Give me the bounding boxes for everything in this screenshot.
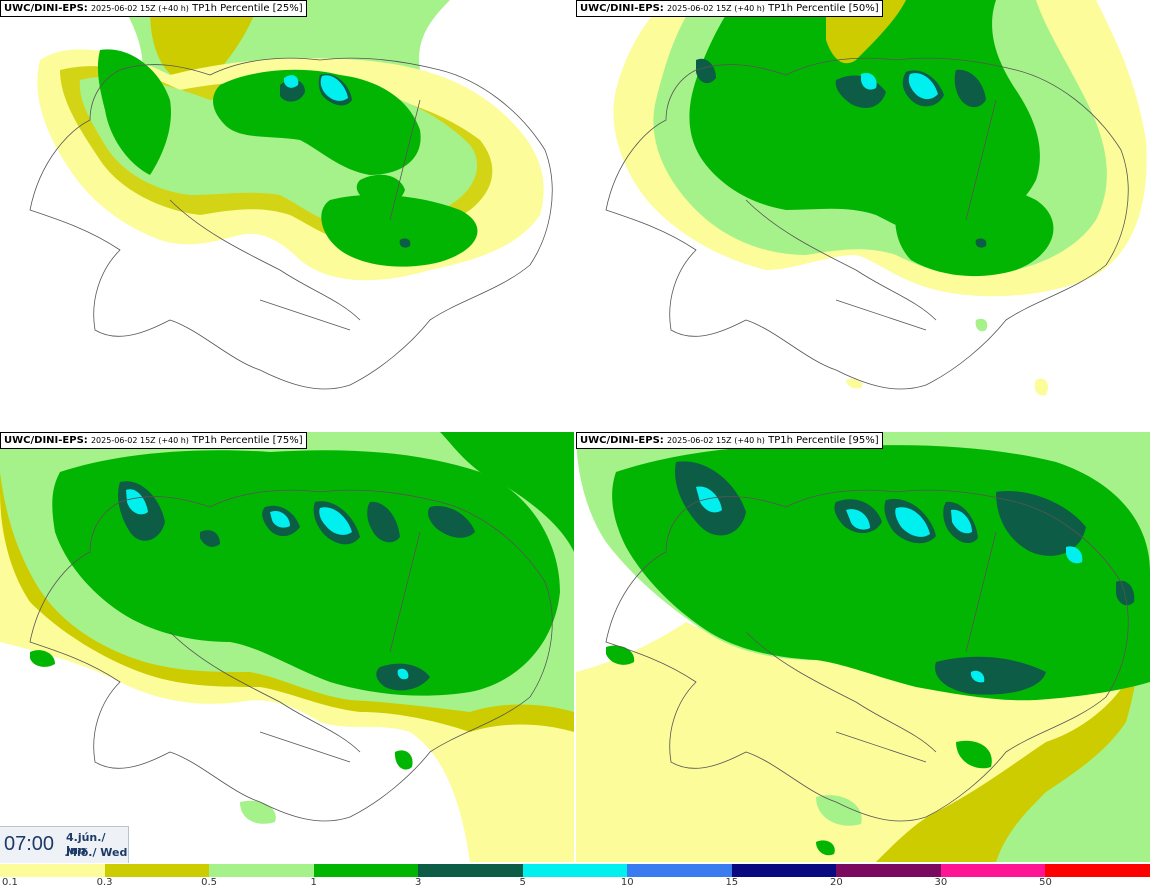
precip-map-p25 xyxy=(29,0,553,390)
legend-swatch xyxy=(313,864,419,877)
legend-tick-label: 15 xyxy=(725,877,739,888)
precip-map-p50 xyxy=(605,0,1147,396)
legend-color-bar xyxy=(0,864,1150,877)
valid-date: 4.jún./ Jun xyxy=(66,831,106,857)
legend-swatch xyxy=(627,864,732,877)
legend-swatch xyxy=(104,864,210,877)
valid-time: 07:00 xyxy=(4,833,55,855)
legend-tick-label: 20 xyxy=(829,877,843,888)
legend-tick-label: 0.3 xyxy=(96,877,113,888)
legend-tick-label: 3 xyxy=(414,877,422,888)
legend-swatch xyxy=(418,864,523,877)
legend-tick-label: 30 xyxy=(934,877,948,888)
legend-swatch xyxy=(0,864,105,877)
map-panel-p50: UWC/DINI-EPS: 2025-06-02 15Z (+40 h) TP1… xyxy=(576,0,1150,430)
legend-swatch xyxy=(522,864,628,877)
valid-time-box: 07:00 4.jún./ Jun Mið./ Wed xyxy=(0,826,129,863)
map-panel-p75: UWC/DINI-EPS: 2025-06-02 15Z (+40 h) TP1… xyxy=(0,432,574,862)
panel-divider-horizontal xyxy=(0,430,1150,432)
legend-swatch xyxy=(836,864,941,877)
valid-weekday: Mið./ Wed xyxy=(66,846,128,859)
legend-tick-label: 0.1 xyxy=(2,877,18,888)
legend-swatch xyxy=(731,864,837,877)
precip-map-p75 xyxy=(0,432,574,862)
panel-title: UWC/DINI-EPS: 2025-06-02 15Z (+40 h) TP1… xyxy=(576,432,883,449)
legend-swatch xyxy=(940,864,1046,877)
color-legend: 0.1 0.3 0.5 1 3 5 10 15 20 30 50 xyxy=(0,862,1150,891)
map-panel-p25: UWC/DINI-EPS: 2025-06-02 15Z (+40 h) TP1… xyxy=(0,0,574,430)
legend-swatch xyxy=(209,864,314,877)
legend-tick-label: 5 xyxy=(519,877,526,888)
legend-tick-label: 50 xyxy=(1039,877,1052,888)
legend-tick-label: 0.5 xyxy=(201,877,218,888)
panel-title: UWC/DINI-EPS: 2025-06-02 15Z (+40 h) TP1… xyxy=(576,0,883,17)
legend-tick-label: 10 xyxy=(620,877,634,888)
panel-title: UWC/DINI-EPS: 2025-06-02 15Z (+40 h) TP1… xyxy=(0,432,307,449)
legend-swatch xyxy=(1045,864,1150,877)
legend-tick-label: 1 xyxy=(310,877,317,888)
precip-map-p95 xyxy=(576,432,1150,862)
panel-title: UWC/DINI-EPS: 2025-06-02 15Z (+40 h) TP1… xyxy=(0,0,307,17)
map-panel-p95: UWC/DINI-EPS: 2025-06-02 15Z (+40 h) TP1… xyxy=(576,432,1150,862)
